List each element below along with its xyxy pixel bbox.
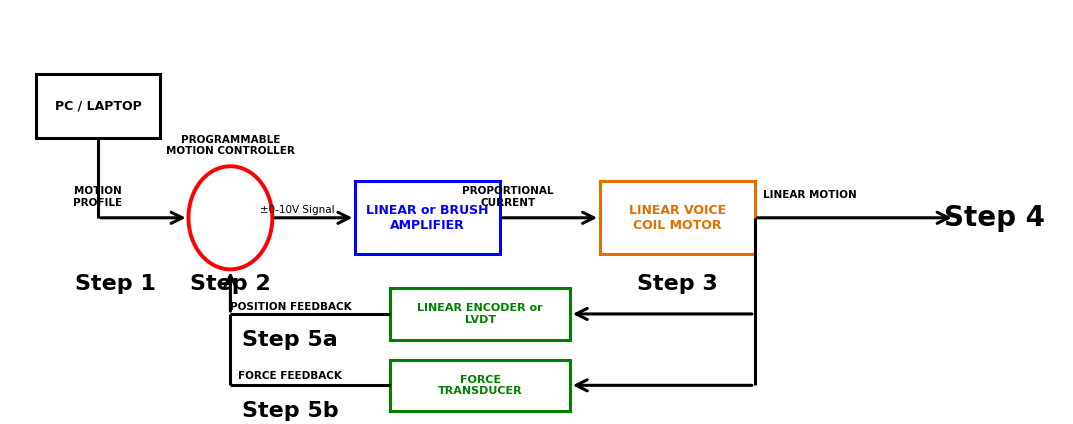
Text: ±0-10V Signal: ±0-10V Signal (260, 205, 335, 215)
Ellipse shape (189, 166, 273, 269)
Text: Step 5b: Step 5b (242, 401, 339, 421)
FancyBboxPatch shape (391, 288, 570, 340)
Text: Step 5a: Step 5a (242, 330, 338, 350)
Text: Step 2: Step 2 (190, 274, 270, 294)
Text: Step 1: Step 1 (75, 274, 156, 294)
Text: Step 4: Step 4 (944, 204, 1045, 232)
Text: LINEAR or BRUSH
AMPLIFIER: LINEAR or BRUSH AMPLIFIER (366, 204, 489, 232)
FancyBboxPatch shape (600, 181, 754, 254)
Text: FORCE FEEDBACK: FORCE FEEDBACK (238, 371, 342, 381)
Text: MOTION
PROFILE: MOTION PROFILE (73, 186, 122, 208)
Text: PC / LAPTOP: PC / LAPTOP (55, 100, 142, 113)
Text: LINEAR ENCODER or
LVDT: LINEAR ENCODER or LVDT (417, 303, 543, 325)
Text: Step 3: Step 3 (637, 274, 718, 294)
Text: POSITION FEEDBACK: POSITION FEEDBACK (230, 302, 351, 312)
Text: LINEAR MOTION: LINEAR MOTION (763, 190, 856, 200)
FancyBboxPatch shape (391, 360, 570, 411)
Text: LINEAR VOICE
COIL MOTOR: LINEAR VOICE COIL MOTOR (629, 204, 725, 232)
Text: PROPORTIONAL
CURRENT: PROPORTIONAL CURRENT (462, 186, 554, 208)
FancyBboxPatch shape (35, 74, 161, 139)
Text: FORCE
TRANSDUCER: FORCE TRANSDUCER (438, 374, 523, 396)
FancyBboxPatch shape (355, 181, 500, 254)
Text: PROGRAMMABLE
MOTION CONTROLLER: PROGRAMMABLE MOTION CONTROLLER (166, 135, 295, 156)
